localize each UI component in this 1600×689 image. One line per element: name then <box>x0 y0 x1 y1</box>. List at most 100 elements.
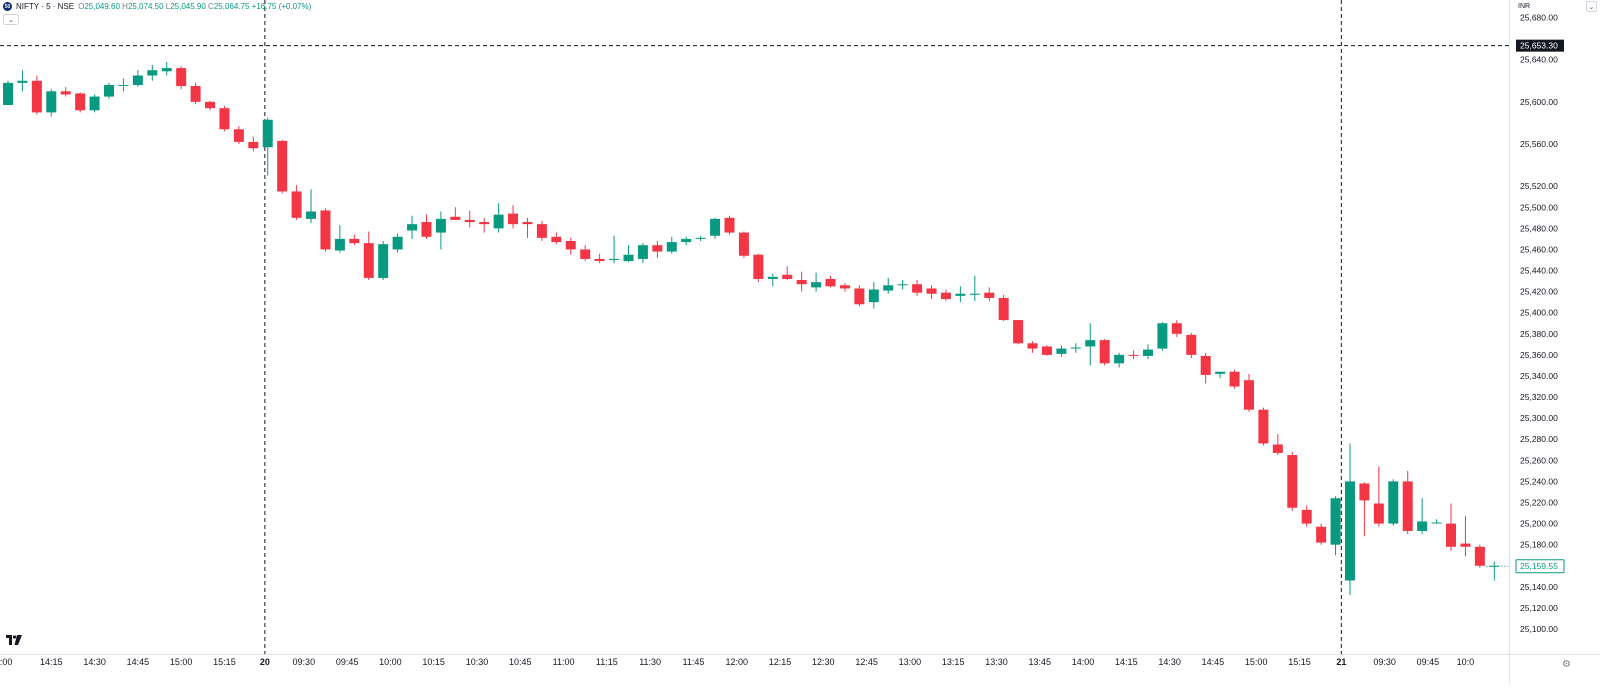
x-tick-label: 15:15 <box>213 657 236 667</box>
x-tick-label: 09:30 <box>1373 657 1396 667</box>
candle <box>349 234 360 246</box>
legend-collapse-button[interactable]: ⌄ <box>3 14 19 25</box>
currency-label[interactable]: INR <box>1518 3 1531 10</box>
candle-body <box>450 216 461 220</box>
candle <box>753 253 764 283</box>
candle-body <box>262 119 273 148</box>
x-tick-label: 14:00 <box>1072 657 1095 667</box>
y-tick-label: 25,560.00 <box>1520 139 1558 149</box>
candle-body <box>1460 543 1471 547</box>
candle <box>31 75 42 115</box>
candle-body <box>60 91 71 95</box>
candle <box>176 65 187 90</box>
candle <box>825 275 836 288</box>
candle-body <box>868 289 879 303</box>
tradingview-logo-icon[interactable] <box>6 634 22 648</box>
candle-body <box>1402 481 1413 531</box>
candle <box>969 275 980 302</box>
y-tick-label: 25,140.00 <box>1520 582 1558 592</box>
candle-body <box>219 108 230 130</box>
candle <box>1330 496 1341 556</box>
candle <box>205 100 216 111</box>
candle-body <box>1215 371 1226 374</box>
candle-body <box>1027 343 1038 349</box>
symbol-title[interactable]: NIFTY · 5 · NSE <box>16 2 75 11</box>
candle-body <box>205 101 216 109</box>
x-tick-label: 10:15 <box>422 657 445 667</box>
candle <box>161 61 172 76</box>
x-tick-label: 13:30 <box>985 657 1008 667</box>
x-tick-label: 14:15 <box>1115 657 1138 667</box>
x-tick-label: 12:15 <box>769 657 792 667</box>
candle <box>1301 505 1312 527</box>
candle-body <box>1373 503 1384 524</box>
y-tick-label: 25,240.00 <box>1520 476 1558 486</box>
candle <box>3 80 13 106</box>
y-tick-label: 25,200.00 <box>1520 519 1558 529</box>
candle-body <box>1446 523 1456 547</box>
candle <box>508 205 519 229</box>
candle <box>479 217 490 233</box>
chevron-down-icon: ⌄ <box>8 16 14 24</box>
chart-pane[interactable] <box>0 0 1509 654</box>
candle-body <box>378 244 389 278</box>
time-axis: 4:00 14:15 14:30 14:45 15:00 15:15 20 09:30 09:4… <box>0 657 1474 667</box>
x-tick-label: 10:30 <box>466 657 489 667</box>
candle <box>1056 345 1067 357</box>
candle <box>17 70 28 92</box>
candle-body <box>1070 347 1081 349</box>
candle <box>565 237 576 255</box>
candle-body <box>1344 481 1355 581</box>
candle <box>767 273 778 287</box>
crosshair-price-label: 25,653.30 <box>1520 41 1558 51</box>
candle-body <box>565 241 576 250</box>
candle <box>291 185 302 220</box>
candle-body <box>435 218 446 233</box>
x-tick-label: 11:30 <box>639 657 661 667</box>
candle <box>1388 479 1399 526</box>
candle-body <box>695 237 706 239</box>
candle <box>306 189 317 224</box>
candle <box>1114 352 1125 368</box>
candle <box>1272 433 1283 456</box>
candle <box>435 211 446 250</box>
candle-body <box>334 238 345 251</box>
candle-body <box>940 292 951 300</box>
candle-body <box>147 70 158 76</box>
x-tick-label: 12:00 <box>725 657 748 667</box>
candle-body <box>1258 409 1269 444</box>
y-tick-label: 25,520.00 <box>1520 181 1558 191</box>
candle-body <box>782 274 793 279</box>
candle <box>1474 544 1485 568</box>
candle <box>219 106 230 132</box>
settings-gear-icon[interactable]: ⚙ <box>1562 659 1571 670</box>
low-label: L <box>165 2 171 11</box>
candle-body <box>17 80 28 83</box>
x-tick-label: 10:45 <box>509 657 532 667</box>
candle <box>883 277 894 294</box>
time-scale[interactable]: 4:00 14:15 14:30 14:45 15:00 15:15 20 09:30 09:4… <box>0 654 1509 683</box>
x-tick-label: 4:00 <box>0 657 12 667</box>
candle-body <box>1287 455 1298 508</box>
candle <box>984 287 995 302</box>
candle <box>1013 320 1024 345</box>
candle <box>1070 343 1081 353</box>
x-tick-label: 10:00 <box>379 657 402 667</box>
chevron-down-icon: ⌄ <box>1588 3 1595 11</box>
candle <box>522 217 533 238</box>
candle-body <box>522 222 533 225</box>
candle <box>1446 503 1456 551</box>
candle-body <box>421 222 432 237</box>
candle <box>1085 323 1096 366</box>
y-tick-label: 25,460.00 <box>1520 244 1558 254</box>
candle <box>407 215 418 239</box>
candle-body <box>1301 509 1312 524</box>
candle <box>1099 339 1110 366</box>
candlestick-plot[interactable] <box>0 0 1509 654</box>
candle-body <box>1186 334 1197 355</box>
scale-menu-button[interactable]: ⌄ <box>1586 1 1597 12</box>
price-scale[interactable]: 25,680.00 25,640.00 25,600.00 25,560.00 25,5… <box>1509 0 1600 654</box>
symbol-legend[interactable]: 50 NIFTY · 5 · NSE O25,049.60 H25,074.50… <box>3 2 311 11</box>
candle <box>1128 350 1139 360</box>
candle-body <box>637 245 648 259</box>
